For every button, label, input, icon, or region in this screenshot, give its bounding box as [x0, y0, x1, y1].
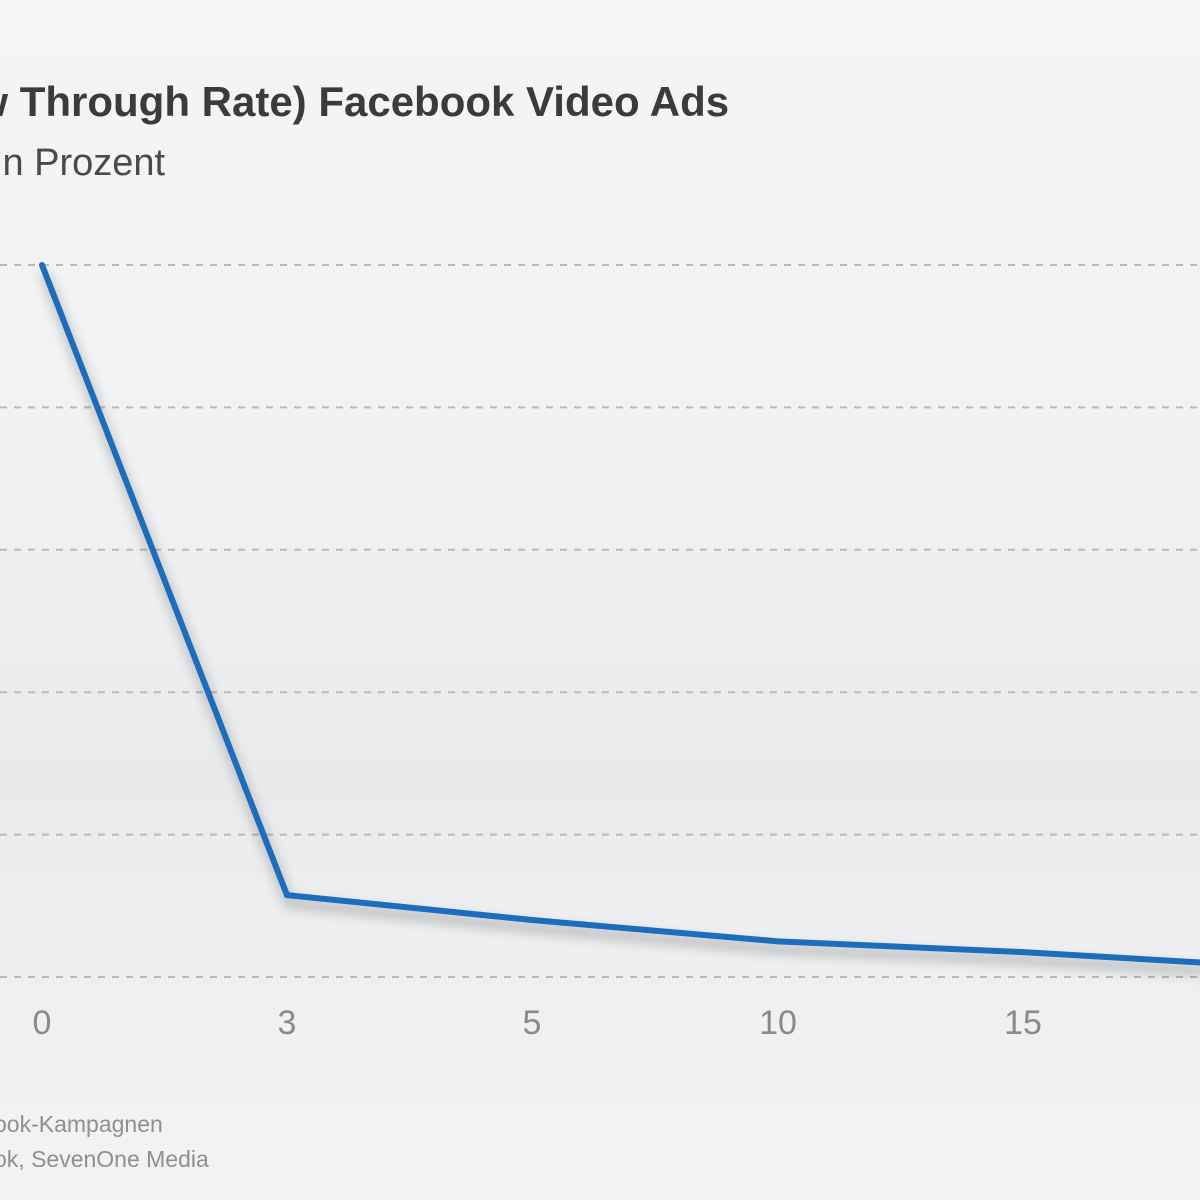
x-axis-ticks: 0 3 5 10 15 — [33, 1004, 1042, 1042]
x-tick-label: 3 — [278, 1004, 297, 1042]
source-note-line-2: ok, SevenOne Media — [0, 1146, 209, 1172]
series-line — [39, 263, 1200, 966]
x-tick-label: 10 — [759, 1004, 797, 1042]
series-layer — [39, 262, 1200, 966]
x-tick-label: 0 — [33, 1004, 52, 1042]
data-point — [775, 938, 781, 945]
data-point — [39, 262, 45, 268]
x-tick-label: 5 — [523, 1004, 542, 1042]
data-point — [529, 917, 535, 924]
x-tick-label: 15 — [1004, 1004, 1042, 1042]
data-point — [284, 892, 290, 899]
chart-subtitle: in Prozent — [0, 142, 166, 184]
gridlines — [0, 264, 1200, 978]
source-note-line-1: ook-Kampagnen — [0, 1111, 163, 1137]
data-point — [1020, 949, 1026, 956]
chart-title: ew Through Rate) Facebook Video Ads — [0, 78, 730, 125]
